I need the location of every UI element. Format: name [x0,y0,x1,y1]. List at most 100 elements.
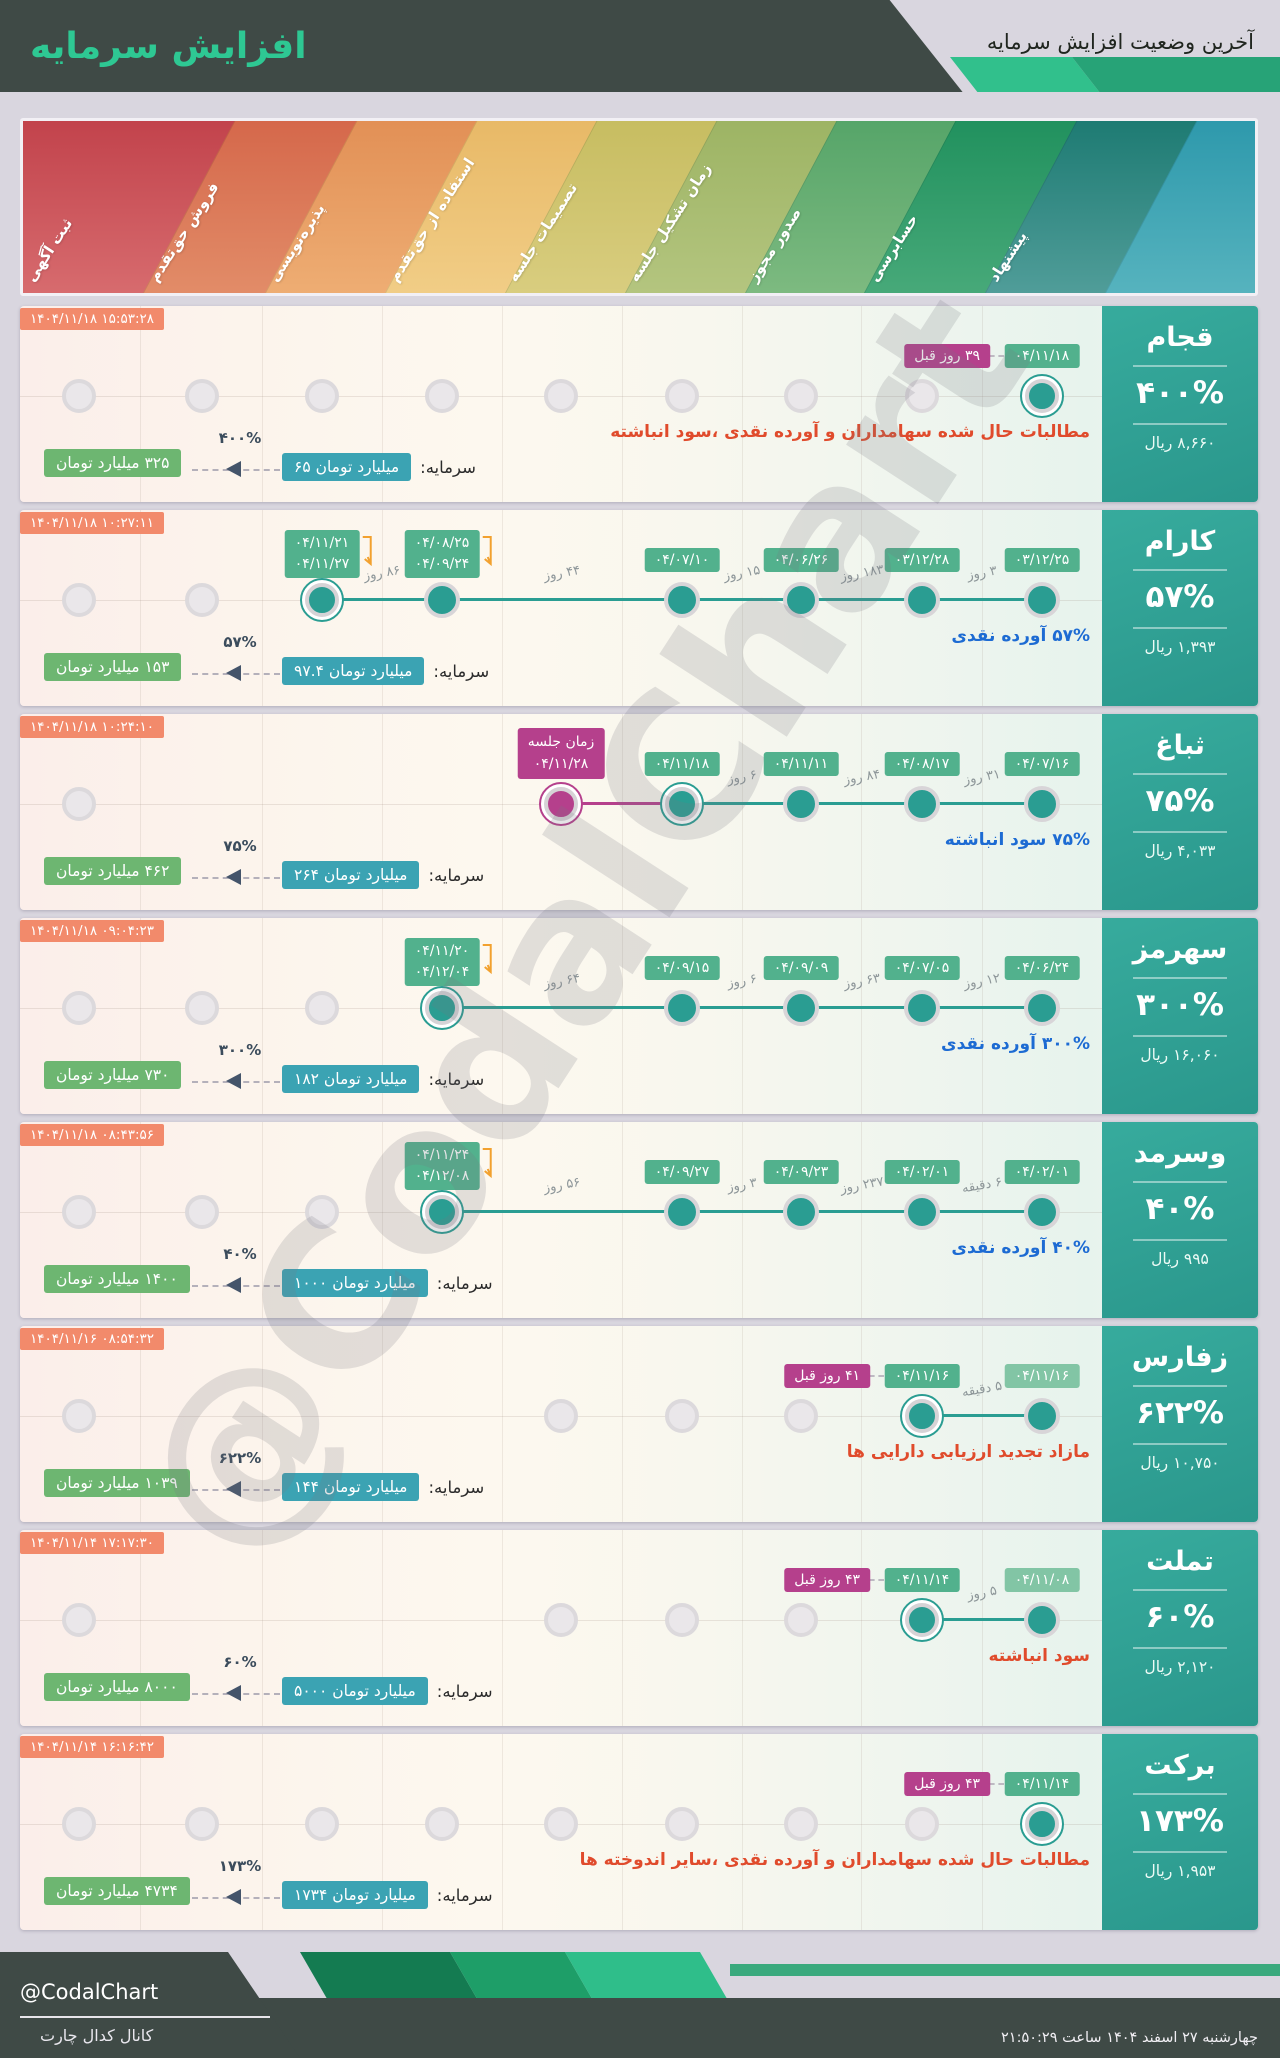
footer-datetime: چهارشنبه ۲۷ اسفند ۱۴۰۴ ساعت ۲۱:۵۰:۲۹ [1001,2030,1258,2046]
capital-prefix-label: سرمایه: [436,1885,493,1905]
stage-dot-gray [62,379,96,413]
stage-dot-active [1020,1802,1064,1846]
grid-line [262,1122,263,1318]
company-symbol: زفارس [1131,1342,1229,1373]
company-symbol: سهرمز [1132,934,1228,965]
capital-before-group: ۵۰۰۰ میلیارد تومان سرمایه: [282,1677,493,1705]
capital-prefix-label: سرمایه: [436,1273,493,1293]
grid-line [742,510,743,706]
days-ago-badge: ۴۳ روز قبل [784,1568,870,1592]
arrow-left-icon [226,1685,241,1701]
grid-line [982,306,983,502]
stage-date-badge: ۰۴/۱۱/۲۴ ۰۴/۱۲/۰۸ [404,1142,492,1190]
capital-source-text: ۵۷% آورده نقدی [951,626,1090,646]
stage-dot-active [900,1598,944,1642]
grid-line [742,714,743,910]
stage-dot-active [1020,374,1064,418]
grid-line [982,714,983,910]
grid-line [982,1734,983,1930]
meeting-time-badge: زمان جلسه ۰۴/۱۱/۲۸ [517,728,605,780]
increase-percent: ۷۵% [1145,783,1215,819]
capital-after-badge: ۸۰۰۰ میلیارد تومان [44,1673,190,1701]
range-bracket-icon [481,1145,494,1190]
stage-dot-done [783,786,819,822]
grid-line [742,918,743,1114]
stage-dot-gray [784,1603,818,1637]
company-card: تملت ۶۰% ۲,۱۲۰ ریال [1102,1530,1258,1726]
timeline-connector [922,1414,1042,1417]
stage-date-badge: ۰۴/۰۹/۲۳ [763,1160,839,1184]
stage-dot-done [904,990,940,1026]
grid-line [140,1122,141,1318]
timeline-row: ۱۴۰۴/۱۱/۱۴ ۱۷:۱۷:۳۰ ۰۴/۱۱/۱۴ ۴۳ روز قبل ۰۴/… [20,1530,1258,1726]
grid-line [982,510,983,706]
timeline-row: ۱۴۰۴/۱۱/۱۸ ۰۸:۴۳:۵۶ ۰۴/۱۱/۲۴ ۰۴/۱۲/۰۸ ۰۴/۰۹… [20,1122,1258,1318]
grid-line [502,306,503,502]
company-card: قجام ۴۰۰% ۸,۶۶۰ ریال [1102,306,1258,502]
grid-line [262,1326,263,1522]
capital-before-value: ۵۰۰۰ میلیارد تومان [282,1677,428,1705]
stage-dot-done [1024,582,1060,618]
capital-source-text: ۴۰% آورده نقدی [951,1238,1090,1258]
stage-dot-active [660,782,704,826]
footer-green-shape [565,1952,727,1998]
header: افزایش سرمایه آخرین وضعیت افزایش سرمایه [0,0,1280,92]
timeline-row: ۱۴۰۴/۱۱/۱۸ ۱۰:۲۷:۱۱ ۰۴/۱۱/۲۱ ۰۴/۱۱/۲۷ ۰۴/۰۸… [20,510,1258,706]
capital-prefix-label: سرمایه: [428,1069,485,1089]
capital-source-text: سود انباشته [988,1646,1090,1666]
capital-before-group: ۲۶۴ میلیارد تومان سرمایه: [282,861,484,889]
stage-dot-gray [62,1399,96,1433]
increase-percent: ۱۷۳% [1136,1803,1224,1839]
stage-date-badge: ۰۴/۰۹/۱۵ [644,956,720,980]
capital-percent-label: ۷۵% [223,837,257,855]
grid-line [502,1122,503,1318]
grid-line [861,306,862,502]
company-symbol: وسرمد [1133,1138,1227,1169]
stage-dot-gray [185,379,219,413]
capital-percent-label: ۶۲۲% [218,1449,262,1467]
capital-after-value: ۸۰۰۰ میلیارد تومان [44,1673,190,1701]
stage-dot-done [664,990,700,1026]
grid-line [622,918,623,1114]
capital-after-value: ۱۰۳۹ میلیارد تومان [44,1469,190,1497]
stage-date-badge: ۰۴/۱۱/۱۶ [884,1364,960,1388]
timestamp-badge: ۱۴۰۴/۱۱/۱۶ ۰۸:۵۴:۳۲ [20,1328,164,1350]
timeline-row: ۱۴۰۴/۱۱/۱۴ ۱۶:۱۶:۴۲ ۰۴/۱۱/۱۴ ۴۳ روز قبل مطا… [20,1734,1258,1930]
card-divider [1133,977,1227,979]
card-divider [1133,1181,1227,1183]
capital-after-value: ۱۴۰۰ میلیارد تومان [44,1265,190,1293]
grid-line [742,1122,743,1318]
stage-dot-done [783,990,819,1026]
company-card: وسرمد ۴۰% ۹۹۵ ریال [1102,1122,1258,1318]
grid-line [262,306,263,502]
last-price: ۱,۳۹۳ ریال [1144,638,1216,656]
capital-before-group: ۱۷۳۴ میلیارد تومان سرمایه: [282,1881,493,1909]
arrow-left-icon [226,1277,241,1293]
increase-percent: ۴۰۰% [1136,375,1224,411]
page-subtitle: آخرین وضعیت افزایش سرمایه [986,30,1254,54]
timestamp-badge: ۱۴۰۴/۱۱/۱۸ ۰۹:۰۴:۲۳ [20,920,164,942]
stage-dot-gray [544,1399,578,1433]
company-card: برکت ۱۷۳% ۱,۹۵۳ ریال [1102,1734,1258,1930]
last-price: ۹۹۵ ریال [1151,1250,1209,1268]
grid-line [622,1734,623,1930]
stage-dot-gray [62,583,96,617]
page-title: افزایش سرمایه [30,26,307,67]
stage-dot-done [904,1194,940,1230]
stage-dot-gray [665,1603,699,1637]
company-card: کارام ۵۷% ۱,۳۹۳ ریال [1102,510,1258,706]
capital-after-badge: ۴۷۳۴ میلیارد تومان [44,1877,190,1905]
grid-line [502,1326,503,1522]
arrow-left-icon [226,1481,241,1497]
stage-dot-gray [185,583,219,617]
grid-line [861,1734,862,1930]
grid-line [140,1326,141,1522]
ago-dash [989,355,1004,357]
stage-date-badge: ۰۴/۱۱/۲۱ ۰۴/۱۱/۲۷ [284,530,372,578]
days-ago-badge: ۳۹ روز قبل [904,344,990,368]
capital-before-group: ۱۴۴ میلیارد تومان سرمایه: [282,1473,484,1501]
timeline-row: ۱۴۰۴/۱۱/۱۸ ۰۹:۰۴:۲۳ ۰۴/۱۱/۲۰ ۰۴/۱۲/۰۴ ۰۴/۰۹… [20,918,1258,1114]
card-divider [1133,569,1227,571]
stage-dot-gray [305,379,339,413]
stage-dot-gray [905,1807,939,1841]
